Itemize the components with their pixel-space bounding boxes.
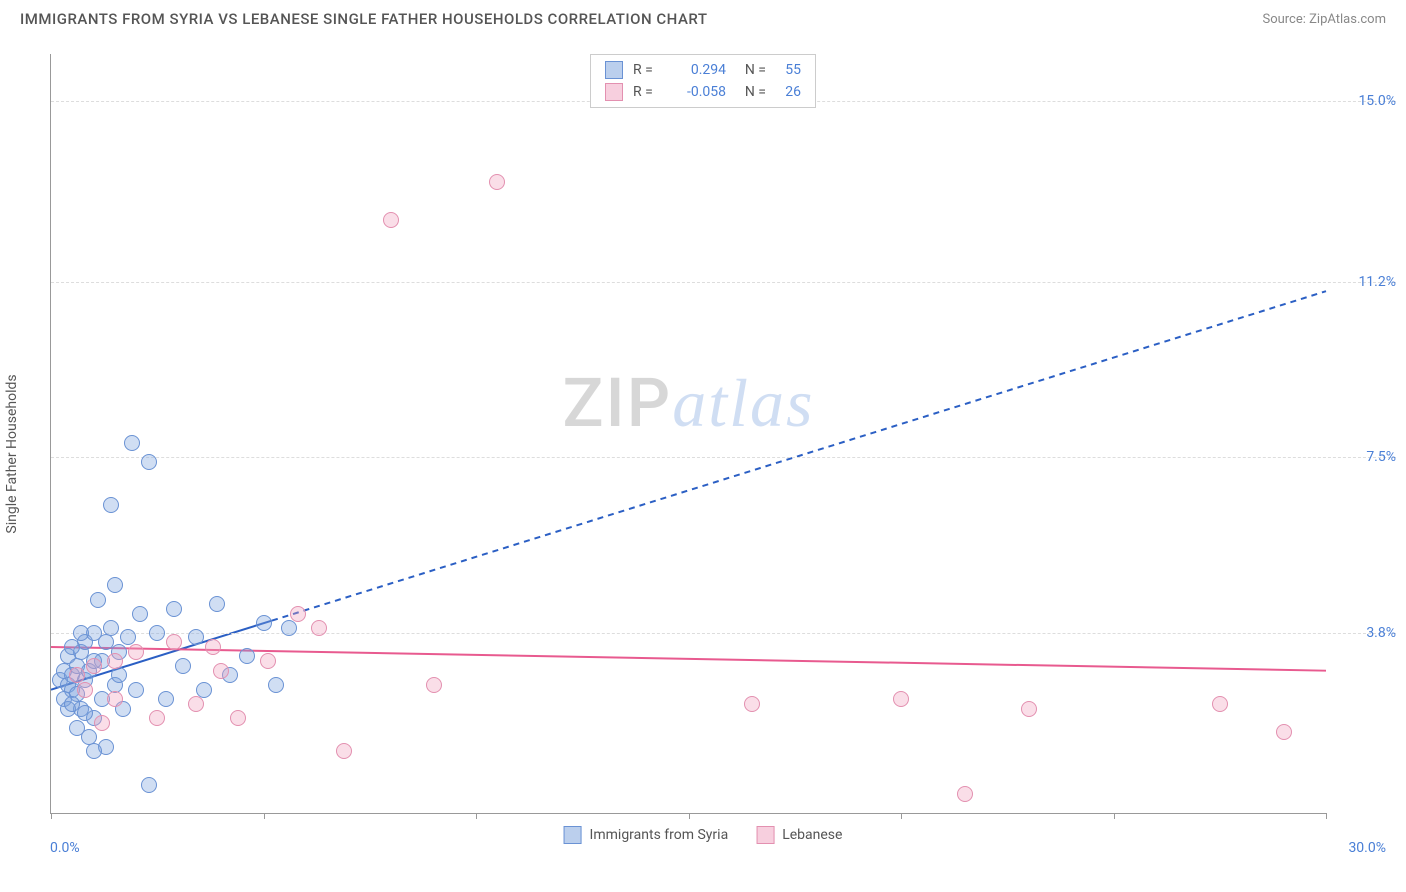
data-point-syria [149,625,165,641]
trend-lines-layer [51,54,1326,813]
data-point-syria [239,648,255,664]
data-point-lebanese [128,644,144,660]
x-tick [476,813,477,819]
chart-header: IMMIGRANTS FROM SYRIA VS LEBANESE SINGLE… [0,0,1406,34]
legend-item-syria: Immigrants from Syria [564,826,729,844]
data-point-lebanese [290,606,306,622]
data-point-syria [111,667,127,683]
swatch-icon [605,83,623,101]
data-point-lebanese [957,786,973,802]
data-point-lebanese [311,620,327,636]
data-point-lebanese [107,653,123,669]
x-axis-max-label: 30.0% [1348,840,1386,856]
data-point-syria [103,497,119,513]
data-point-lebanese [94,715,110,731]
data-point-syria [141,777,157,793]
x-tick [901,813,902,819]
data-point-lebanese [1276,724,1292,740]
y-tick-label: 7.5% [1336,449,1396,465]
x-axis-min-label: 0.0% [50,840,80,856]
data-point-lebanese [1212,696,1228,712]
data-point-lebanese [188,696,204,712]
data-point-lebanese [744,696,760,712]
data-point-syria [256,615,272,631]
data-point-syria [64,639,80,655]
data-point-syria [188,629,204,645]
gridline [51,633,1396,634]
data-point-syria [141,454,157,470]
data-point-syria [107,577,123,593]
data-point-syria [77,705,93,721]
data-point-lebanese [213,663,229,679]
y-axis-label: Single Father Households [4,374,20,533]
data-point-syria [73,625,89,641]
data-point-lebanese [426,677,442,693]
data-point-lebanese [893,691,909,707]
data-point-syria [158,691,174,707]
data-point-lebanese [489,174,505,190]
data-point-syria [196,682,212,698]
data-point-syria [132,606,148,622]
data-point-lebanese [166,634,182,650]
x-tick [689,813,690,819]
x-tick [1326,813,1327,819]
series-legend: Immigrants from Syria Lebanese [564,826,843,844]
data-point-syria [209,596,225,612]
data-point-lebanese [205,639,221,655]
legend-item-lebanese: Lebanese [756,826,842,844]
y-tick-label: 3.8% [1336,625,1396,641]
data-point-lebanese [86,658,102,674]
x-tick [51,813,52,819]
correlation-legend: R = 0.294 N = 55 R = -0.058 N = 26 [590,54,816,108]
swatch-icon [605,61,623,79]
data-point-lebanese [107,691,123,707]
swatch-icon [756,826,774,844]
legend-row-lebanese: R = -0.058 N = 26 [605,81,801,103]
legend-row-syria: R = 0.294 N = 55 [605,59,801,81]
data-point-syria [124,435,140,451]
data-point-syria [64,696,80,712]
data-point-syria [128,682,144,698]
data-point-syria [166,601,182,617]
swatch-icon [564,826,582,844]
data-point-lebanese [383,212,399,228]
data-point-syria [86,743,102,759]
gridline [51,282,1396,283]
data-point-lebanese [1021,701,1037,717]
chart-source: Source: ZipAtlas.com [1262,12,1386,27]
plot-area: ZIPatlas 3.8%7.5%11.2%15.0% [50,54,1326,814]
data-point-lebanese [230,710,246,726]
chart-area: Single Father Households ZIPatlas 3.8%7.… [0,34,1406,874]
x-tick [264,813,265,819]
data-point-syria [268,677,284,693]
x-tick [1114,813,1115,819]
data-point-syria [69,720,85,736]
data-point-syria [281,620,297,636]
data-point-lebanese [336,743,352,759]
data-point-syria [90,592,106,608]
trend-line-syria-dashed [272,291,1326,620]
data-point-syria [98,634,114,650]
y-tick-label: 15.0% [1336,93,1396,109]
data-point-lebanese [260,653,276,669]
chart-title: IMMIGRANTS FROM SYRIA VS LEBANESE SINGLE… [20,10,707,28]
data-point-syria [175,658,191,674]
data-point-lebanese [149,710,165,726]
gridline [51,457,1396,458]
data-point-lebanese [77,682,93,698]
y-tick-label: 11.2% [1336,274,1396,290]
